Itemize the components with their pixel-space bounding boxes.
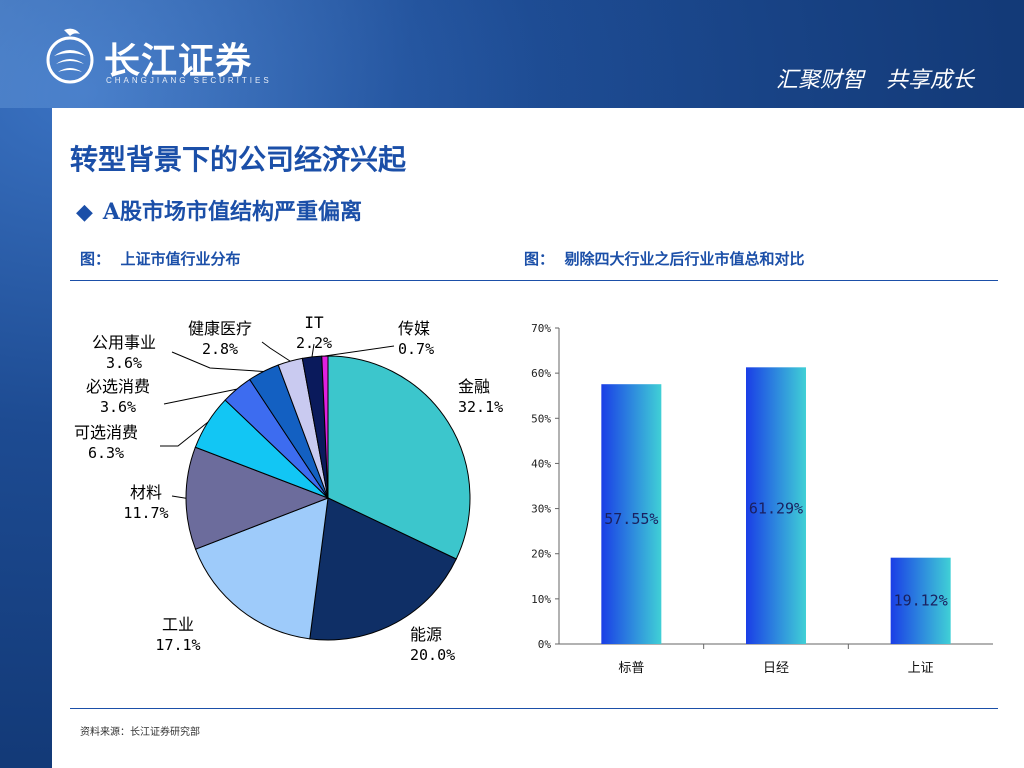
y-tick-label: 30% bbox=[531, 503, 551, 516]
pie-slice-label: 3.6% bbox=[100, 398, 136, 416]
pie-slice-name: 传媒 bbox=[398, 319, 430, 338]
pie-slice bbox=[309, 497, 457, 641]
pie-leader-line bbox=[171, 351, 264, 372]
pie-leader-line bbox=[163, 388, 237, 405]
pie-slice-label: 2.8% bbox=[202, 340, 238, 358]
market-cap-bar-chart: 0% 10% 20% 30% 40% 50% 60% 70% 57.55% 标普 61.29% 日经 1… bbox=[531, 322, 993, 676]
pie-leader-line bbox=[324, 345, 395, 357]
caption-divider bbox=[70, 280, 998, 281]
bar-data-label: 19.12% bbox=[894, 592, 948, 610]
pie-slice-name: IT bbox=[304, 313, 324, 332]
y-tick-label: 60% bbox=[531, 367, 551, 380]
pie-slice bbox=[185, 446, 330, 550]
pie-slices bbox=[185, 355, 471, 641]
pie-slice-name: 能源 bbox=[410, 625, 442, 644]
pie-slice-label: 20.0% bbox=[410, 646, 455, 664]
pie-leader-line bbox=[171, 495, 187, 499]
logo-english-name: CHANGJIANG SECURITIES bbox=[106, 76, 272, 85]
bar bbox=[890, 557, 951, 644]
y-tick-label: 50% bbox=[531, 412, 551, 425]
pie-slice-label: 2.2% bbox=[296, 334, 332, 352]
bar bbox=[746, 367, 806, 644]
pie-slice-label: 11.7% bbox=[123, 504, 168, 522]
pie-slice bbox=[194, 497, 329, 640]
pie-slice-label: 3.6% bbox=[106, 354, 142, 372]
y-tick-label: 20% bbox=[531, 548, 551, 561]
diamond-bullet-icon: ◆ bbox=[76, 199, 93, 225]
pie-slice-name: 金融 bbox=[458, 377, 490, 396]
page-subtitle: ◆ A股市场市值结构严重偏离 bbox=[76, 194, 362, 226]
pie-leader-line bbox=[311, 343, 315, 357]
left-chart-caption: 图： 上证市值行业分布 bbox=[80, 250, 241, 268]
logo-chinese-name: 长江证券 bbox=[104, 40, 253, 82]
x-tick-label: 标普 bbox=[618, 661, 644, 676]
header-shine bbox=[0, 0, 1024, 108]
footer-divider bbox=[70, 708, 998, 709]
x-tick-label: 上证 bbox=[908, 661, 934, 676]
sector-pie-chart: 金融 32.1% 能源 20.0% 工业 17.1% 材料 11.7% 可选消费 6.3% 必选消费… bbox=[74, 313, 503, 664]
pie-slice-name: 工业 bbox=[162, 615, 194, 634]
y-tick-label: 10% bbox=[531, 593, 551, 606]
bar bbox=[601, 384, 662, 644]
subtitle-text: A股市场市值结构严重偏离 bbox=[102, 199, 362, 225]
y-tick-label: 70% bbox=[531, 322, 551, 335]
pie-leader-line bbox=[261, 341, 291, 362]
pie-slice-label: 0.7% bbox=[398, 340, 434, 358]
pie-leader-line bbox=[160, 421, 209, 447]
y-tick-label: 40% bbox=[531, 457, 551, 470]
slogan: 汇聚财智 共享成长 bbox=[775, 68, 974, 93]
bar-data-label: 61.29% bbox=[749, 499, 803, 517]
pie-slice-label: 32.1% bbox=[458, 398, 503, 416]
source-note: 资料来源：长江证券研究部 bbox=[80, 727, 200, 738]
x-tick-label: 日经 bbox=[763, 661, 789, 676]
bar-data-label: 57.55% bbox=[604, 510, 658, 528]
pie-slice-name: 必选消费 bbox=[86, 377, 150, 396]
y-tick-label: 0% bbox=[538, 638, 552, 651]
pie-slice-name: 可选消费 bbox=[74, 423, 138, 442]
right-chart-caption: 图： 剔除四大行业之后行业市值总和对比 bbox=[524, 250, 805, 268]
pie-slice-name: 健康医疗 bbox=[188, 319, 252, 338]
logo-emblem-icon bbox=[46, 28, 94, 84]
pie-slice-label: 17.1% bbox=[155, 636, 200, 654]
pie-slice-name: 材料 bbox=[130, 483, 162, 502]
pie-slice-label: 6.3% bbox=[88, 444, 124, 462]
page-title: 转型背景下的公司经济兴起 bbox=[70, 143, 407, 176]
pie-slice bbox=[327, 355, 471, 560]
company-logo: 长江证券 CHANGJIANG SECURITIES bbox=[44, 26, 284, 90]
pie-slice-name: 公用事业 bbox=[92, 333, 156, 352]
